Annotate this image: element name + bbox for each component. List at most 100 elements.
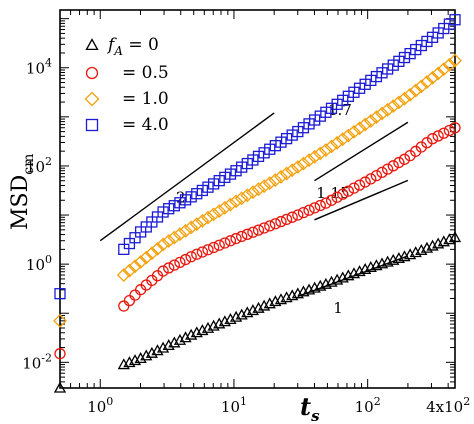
data-point (365, 173, 377, 185)
series-triangle (53, 231, 462, 393)
data-point (129, 289, 141, 301)
x-axis-label: ts (300, 392, 320, 424)
data-point (449, 14, 461, 26)
data-point (157, 265, 169, 277)
data-point (421, 137, 433, 149)
x-tick-label-base: 10 (87, 398, 106, 416)
y-tick-label-base: 10 (26, 158, 45, 176)
data-point (448, 53, 462, 68)
data-point (53, 313, 67, 328)
data-point (438, 127, 450, 139)
data-point (213, 239, 225, 251)
data-point (245, 185, 260, 200)
y-tick-label-exp: 4 (45, 57, 52, 70)
data-point (398, 153, 411, 165)
data-point (341, 128, 356, 143)
legend-label-symbol: f (106, 35, 117, 55)
data-point (123, 294, 136, 307)
data-point (219, 237, 231, 249)
data-point (414, 79, 429, 94)
data-point (415, 141, 427, 153)
data-point (196, 246, 209, 258)
data-point (191, 248, 203, 260)
legend-marker-diamond (84, 91, 100, 107)
series-square (54, 14, 461, 300)
data-point (375, 106, 389, 121)
data-point (330, 135, 345, 150)
legend-label: = 1.0 (122, 89, 169, 109)
data-point (387, 160, 399, 172)
data-point (150, 241, 165, 256)
x-tick-label: 4x102 (426, 395, 470, 416)
data-point (54, 348, 66, 360)
x-tick-label-exp: 2 (374, 395, 381, 408)
data-point (320, 197, 332, 209)
legend-label: = 0.5 (122, 63, 169, 83)
data-point (380, 102, 395, 117)
y-tick-label: 100 (26, 253, 52, 274)
data-point (436, 62, 451, 77)
data-point (335, 132, 350, 147)
y-tick-label-base: 10 (26, 256, 45, 274)
data-point (118, 300, 130, 312)
slope-line (99, 112, 275, 242)
data-point (285, 163, 300, 178)
data-point (370, 169, 383, 182)
data-point (144, 246, 159, 261)
data-point (212, 204, 227, 218)
x-axis-label-sub: s (311, 407, 320, 424)
data-point (314, 199, 326, 212)
y-tick-label-exp: 0 (45, 253, 52, 266)
legend-label: = 4.0 (122, 115, 169, 135)
legend-label-value: = 4.0 (122, 115, 169, 135)
data-point (189, 217, 204, 232)
y-axis-label: MSDcm (8, 154, 37, 230)
data-point (168, 336, 181, 348)
data-point (251, 182, 266, 197)
data-point (258, 222, 270, 234)
data-point (325, 194, 338, 206)
data-point (262, 176, 277, 191)
legend: fA = 0 = 0.5 = 1.0 = 4.0 (84, 35, 169, 135)
x-axis-label-main: t (300, 392, 311, 421)
legend-marker-square (85, 118, 99, 132)
data-point (128, 259, 142, 274)
data-point (257, 179, 272, 194)
legend-label-value: = 0.5 (122, 63, 169, 83)
data-point (184, 220, 199, 235)
data-point (381, 163, 394, 175)
data-point (168, 259, 180, 271)
data-point (223, 197, 238, 212)
data-point (53, 381, 67, 393)
data-point (309, 202, 321, 214)
data-point (247, 226, 259, 238)
data-point (161, 234, 176, 248)
legend-label-value: = 1.0 (122, 89, 169, 109)
slope-line (314, 121, 409, 182)
data-point (116, 268, 131, 282)
data-point (195, 213, 210, 228)
data-point (202, 244, 214, 256)
data-point (185, 251, 197, 263)
data-point (163, 262, 175, 274)
data-point (408, 83, 423, 98)
data-point (432, 130, 444, 142)
data-point (241, 228, 253, 240)
data-point (342, 185, 354, 197)
data-point (133, 255, 148, 269)
data-point (393, 156, 405, 169)
data-point (337, 188, 349, 200)
x-tick-label-exp: 1 (240, 395, 247, 408)
data-point (297, 206, 310, 219)
x-tick-label-base: 10 (355, 398, 374, 416)
data-point (236, 230, 248, 243)
data-point (206, 207, 221, 222)
data-point (348, 182, 360, 194)
y-tick-label: 10-2 (22, 351, 52, 372)
data-point (347, 124, 361, 139)
slope-label: 1 (333, 299, 343, 317)
data-point (230, 232, 242, 245)
data-point (442, 57, 457, 72)
data-point (280, 213, 293, 226)
